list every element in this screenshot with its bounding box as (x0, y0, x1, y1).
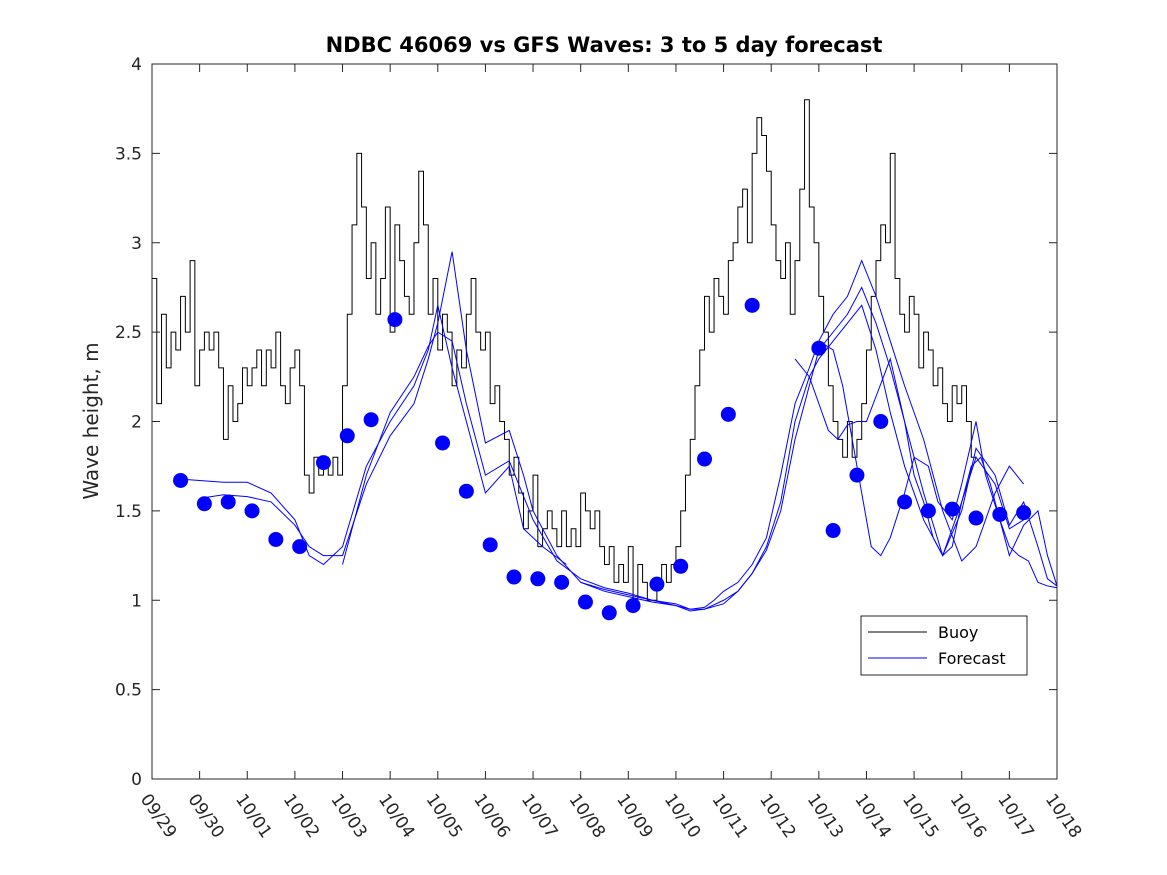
y-axis-label: Wave height, m (79, 342, 103, 499)
forecast-marker (220, 494, 236, 510)
forecast-marker (849, 467, 865, 483)
forecast-marker (811, 340, 827, 356)
legend-buoy-label: Buoy (938, 623, 978, 642)
forecast-marker (339, 428, 355, 444)
x-tick-label: 10/14 (850, 790, 894, 842)
x-tick-label: 10/07 (517, 790, 561, 842)
forecast-series-line-1 (175, 305, 567, 566)
x-tick-label: 10/01 (231, 790, 275, 842)
forecast-marker (873, 414, 889, 429)
x-tick-label: 10/05 (422, 790, 466, 842)
forecast-marker (944, 501, 960, 517)
forecast-series-line-4 (580, 286, 1058, 612)
forecast-marker (673, 558, 689, 574)
chart-title: NDBC 46069 vs GFS Waves: 3 to 5 day fore… (326, 33, 883, 57)
forecast-series-line-6 (818, 340, 1058, 587)
x-tick-label: 10/03 (326, 790, 370, 842)
x-tick-label: 10/15 (898, 790, 942, 842)
forecast-marker (920, 503, 936, 519)
y-tick-label: 1.5 (115, 502, 142, 522)
forecast-marker (268, 531, 284, 547)
buoy-series-line (152, 99, 977, 601)
x-tick-label: 10/17 (993, 790, 1037, 842)
forecast-marker (292, 539, 308, 555)
forecast-marker (244, 503, 260, 519)
series-layer (152, 99, 1058, 612)
x-tick-label: 10/12 (755, 790, 799, 842)
y-tick-label: 3 (131, 234, 142, 254)
forecast-marker (506, 569, 522, 585)
forecast-marker (744, 297, 760, 313)
forecast-series-line-5 (794, 357, 1058, 589)
forecast-marker (435, 435, 451, 451)
forecast-marker (387, 312, 403, 328)
forecast-marker (720, 406, 736, 422)
y-tick-label: 3.5 (115, 144, 142, 164)
forecast-marker (897, 494, 913, 510)
y-tick-label: 2.5 (115, 323, 142, 343)
forecast-marker (554, 574, 570, 590)
y-tick-label: 1 (131, 591, 142, 611)
x-tick-label: 10/08 (565, 790, 609, 842)
forecast-marker (315, 455, 331, 471)
forecast-marker (992, 506, 1008, 522)
x-tick-label: 10/02 (279, 790, 323, 842)
legend: Buoy Forecast (860, 615, 1028, 676)
x-tick-label: 09/29 (136, 790, 180, 842)
forecast-marker (196, 496, 212, 512)
forecast-marker (1016, 505, 1032, 521)
legend-forecast-label: Forecast (938, 649, 1006, 668)
forecast-marker (649, 576, 665, 592)
x-tick-label: 10/09 (612, 790, 656, 842)
forecast-markers (173, 297, 1032, 621)
y-tick-label: 4 (131, 55, 142, 75)
x-tick-label: 10/16 (946, 790, 990, 842)
x-tick-label: 10/18 (1041, 790, 1085, 842)
forecast-marker (530, 571, 546, 587)
forecast-series-line-3 (342, 304, 1024, 610)
forecast-marker (363, 412, 379, 428)
forecast-marker (825, 523, 841, 539)
forecast-marker (458, 483, 474, 499)
forecast-marker (625, 598, 641, 614)
forecast-marker (601, 605, 617, 621)
forecast-marker (577, 594, 593, 610)
y-tick-label: 2 (131, 413, 142, 433)
forecast-marker (173, 472, 189, 488)
forecast-marker (968, 510, 984, 526)
forecast-marker (482, 537, 498, 553)
x-tick-label: 10/11 (707, 790, 751, 842)
forecast-marker (697, 451, 713, 467)
y-axis: 0 0.5 1 1.5 2 2.5 3 3.5 4 (115, 55, 1057, 790)
x-tick-label: 09/30 (184, 790, 228, 842)
x-tick-label: 10/10 (660, 790, 704, 842)
x-tick-label: 10/13 (803, 790, 847, 842)
legend-box (860, 615, 1028, 676)
y-tick-label: 0.5 (115, 681, 142, 701)
y-tick-label: 0 (131, 770, 142, 790)
x-tick-label: 10/04 (374, 790, 418, 842)
x-tick-label: 10/06 (469, 790, 513, 842)
